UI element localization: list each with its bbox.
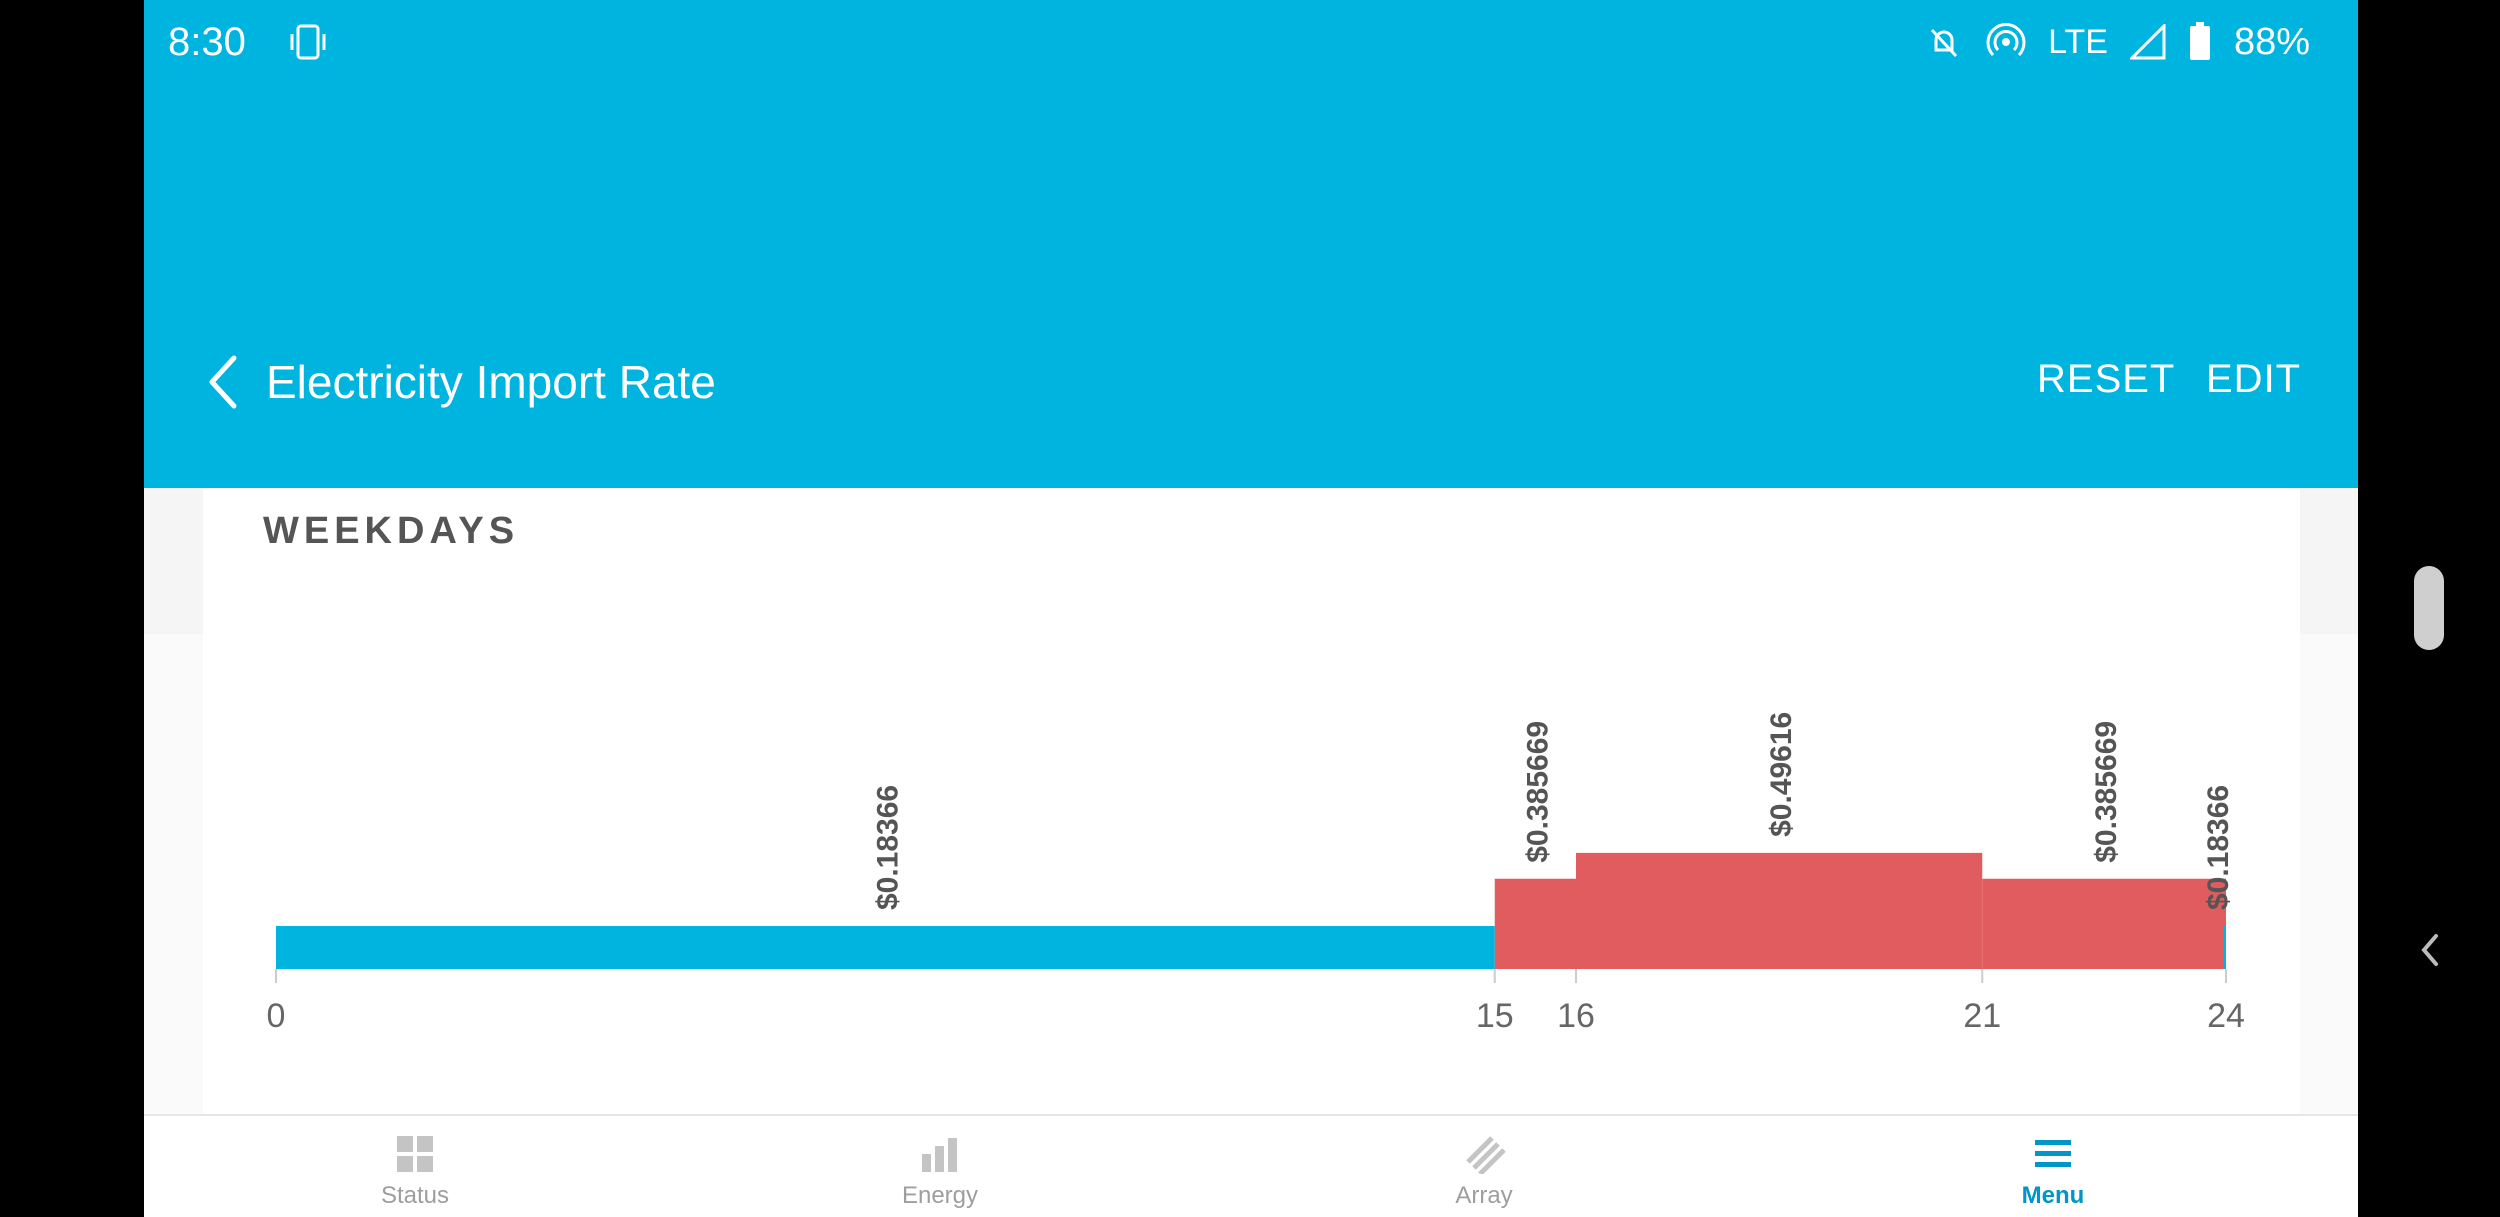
- hamburger-menu-icon: [2035, 1140, 2071, 1167]
- phone-screen: 8:30 LTE 88%: [144, 0, 2358, 1217]
- x-tick-label: 15: [1476, 997, 1514, 1035]
- nav-array[interactable]: Array: [1384, 1116, 1584, 1217]
- nav-energy[interactable]: Energy: [840, 1116, 1040, 1217]
- rate-bar[interactable]: [1494, 878, 1576, 969]
- rate-value-label: $0.18366: [2202, 785, 2235, 910]
- bottom-navigation: Status Energy Array Menu: [144, 1114, 2358, 1217]
- nav-array-label: Array: [1455, 1182, 1513, 1209]
- rate-bar[interactable]: [1982, 878, 2226, 969]
- solar-array-icon: [1466, 1136, 1506, 1174]
- scrollbar-thumb[interactable]: [2414, 566, 2444, 650]
- nav-status-label: Status: [380, 1182, 450, 1209]
- section-title: WEEKDAYS: [263, 510, 520, 552]
- bar-chart-icon: [922, 1138, 957, 1172]
- x-tick-label: 21: [1963, 997, 2001, 1035]
- nav-status[interactable]: Status: [315, 1116, 515, 1217]
- rate-bar-tail: [2223, 926, 2226, 969]
- rate-bar[interactable]: [1576, 852, 1983, 969]
- x-tick-label: 24: [2207, 997, 2245, 1035]
- muted-bell-icon: [1930, 28, 1958, 58]
- battery-icon: [2189, 22, 2210, 60]
- edge-back-chevron-icon[interactable]: [2418, 932, 2442, 968]
- background-strip-left: [144, 634, 203, 1114]
- weekday-rate-card: [203, 488, 2300, 1217]
- x-tick-label: 16: [1557, 997, 1595, 1035]
- reset-button[interactable]: RESET: [2037, 357, 2176, 401]
- nav-menu-label: Menu: [2021, 1182, 2085, 1209]
- grid-icon: [397, 1136, 433, 1172]
- rate-value-label: $0.385669: [1521, 721, 1554, 863]
- rate-value-label: $0.385669: [2090, 721, 2123, 863]
- network-type: LTE: [2048, 22, 2108, 61]
- nav-menu[interactable]: Menu: [1953, 1116, 2153, 1217]
- status-icons: LTE 88%: [1924, 18, 2310, 66]
- background-strip-right: [2300, 634, 2358, 1114]
- app-bar: 8:30 LTE 88%: [144, 0, 2358, 488]
- screen-rotate-icon: [290, 24, 326, 60]
- rate-value-label: $0.49616: [1765, 712, 1798, 837]
- page-title: Electricity Import Rate: [266, 356, 716, 408]
- hotspot-icon: [1986, 23, 2026, 57]
- x-tick-label: 0: [267, 997, 286, 1035]
- battery-percent: 88%: [2233, 20, 2310, 63]
- status-time: 8:30: [168, 20, 246, 64]
- nav-energy-label: Energy: [901, 1182, 979, 1209]
- edit-button[interactable]: EDIT: [2206, 357, 2302, 401]
- back-chevron-icon[interactable]: [200, 352, 248, 412]
- signal-icon: [2129, 24, 2166, 60]
- rate-chart: 0 15 16 21 24 $0.18366 $0.385669 $0.49616 $0.385…: [267, 712, 2245, 1035]
- rate-bar[interactable]: [276, 926, 1495, 969]
- rate-value-label: $0.18366: [871, 785, 904, 910]
